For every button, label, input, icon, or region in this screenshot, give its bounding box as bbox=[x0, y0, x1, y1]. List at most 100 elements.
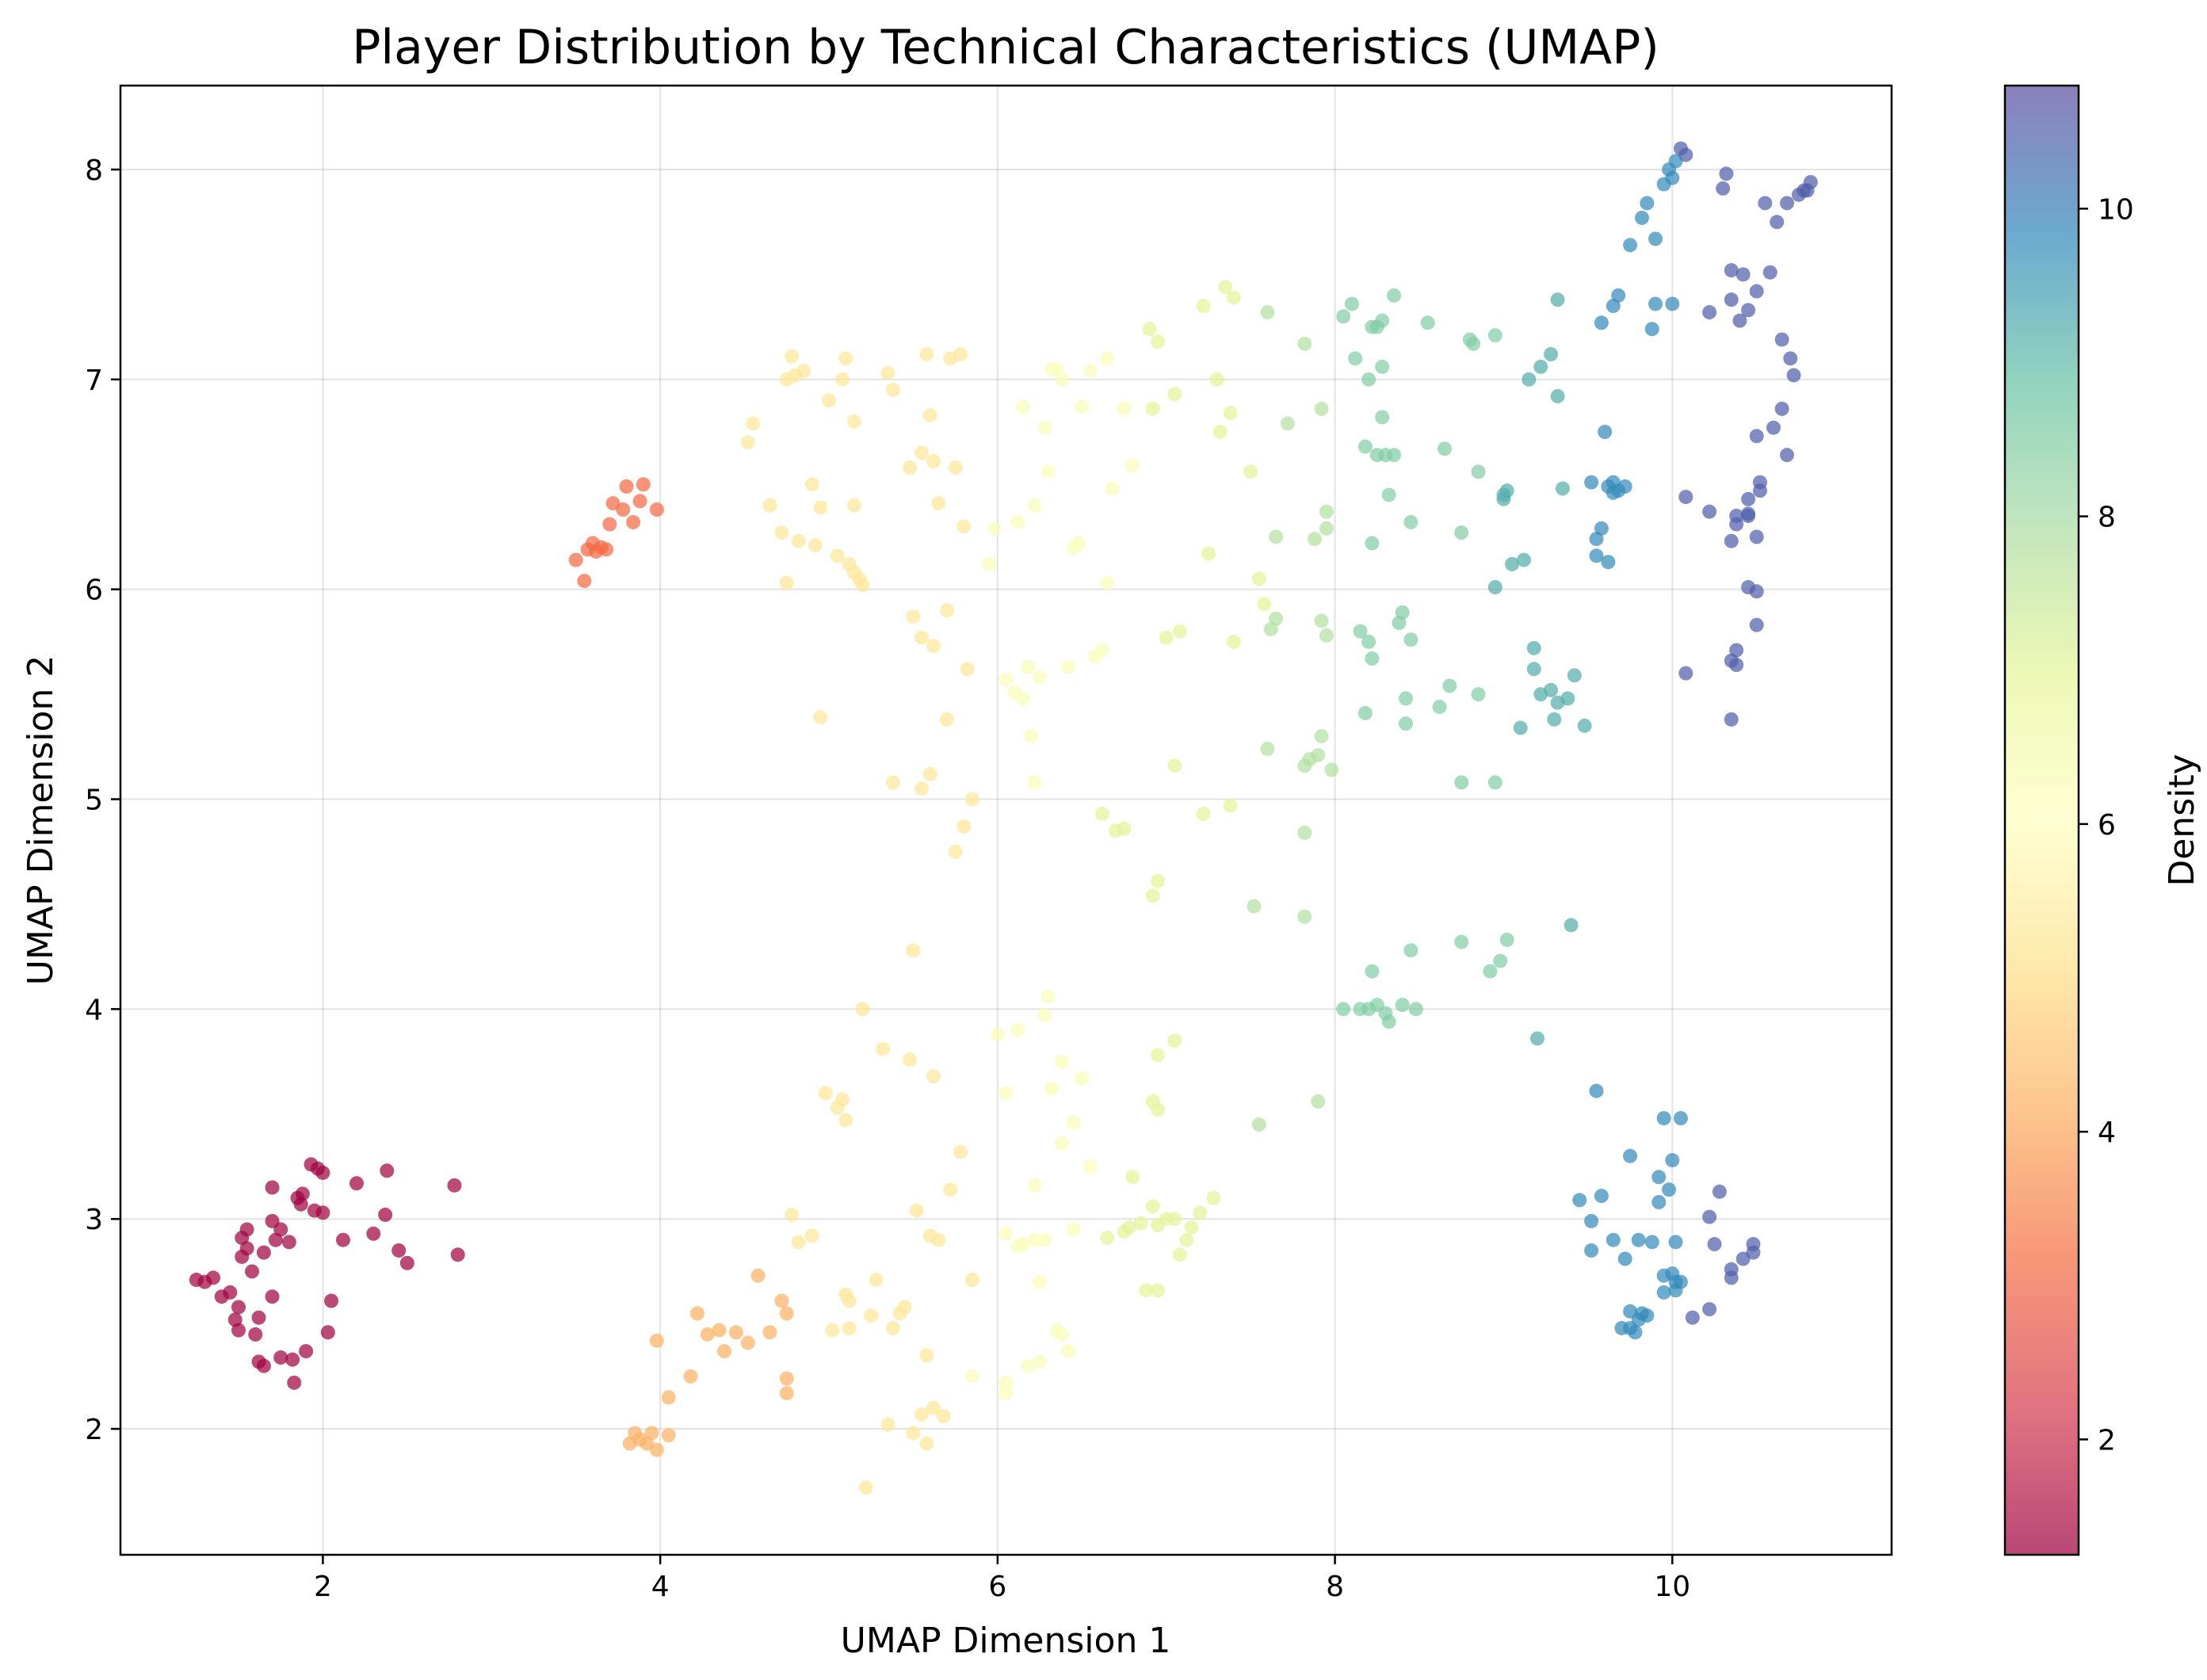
data-point bbox=[906, 943, 921, 958]
y-tick-label: 7 bbox=[85, 365, 103, 397]
data-point bbox=[1780, 448, 1795, 463]
data-point bbox=[1319, 521, 1334, 536]
data-point bbox=[1054, 1327, 1069, 1342]
data-point bbox=[1741, 508, 1756, 523]
data-point bbox=[1381, 487, 1396, 502]
data-point bbox=[926, 639, 941, 654]
data-point bbox=[700, 1327, 715, 1342]
data-point bbox=[1483, 964, 1498, 979]
data-point bbox=[813, 710, 828, 725]
y-axis: 2 3 4 5 6 7 8 bbox=[85, 155, 120, 1446]
data-point bbox=[1365, 536, 1380, 551]
data-point bbox=[1071, 536, 1086, 551]
data-point bbox=[779, 575, 794, 590]
data-point bbox=[998, 1386, 1014, 1401]
data-point bbox=[1668, 1235, 1683, 1250]
data-point bbox=[1040, 989, 1056, 1004]
data-point bbox=[1685, 1310, 1700, 1325]
data-point bbox=[1387, 288, 1402, 303]
data-point bbox=[293, 1197, 308, 1212]
x-tick-label: 10 bbox=[1654, 1571, 1690, 1603]
colorbar-tick-label: 4 bbox=[2098, 1117, 2116, 1149]
data-point bbox=[1353, 624, 1368, 639]
data-point bbox=[616, 502, 631, 517]
data-point bbox=[1172, 624, 1187, 639]
data-point bbox=[649, 1333, 664, 1348]
data-point bbox=[956, 819, 972, 834]
data-point bbox=[1617, 479, 1632, 494]
data-point bbox=[1408, 1002, 1423, 1017]
data-point bbox=[1314, 613, 1329, 628]
data-point bbox=[619, 479, 634, 494]
data-point bbox=[1564, 918, 1579, 933]
data-point bbox=[1623, 1148, 1638, 1163]
data-point bbox=[1297, 825, 1312, 840]
data-point bbox=[649, 1442, 664, 1457]
data-point bbox=[1471, 464, 1486, 479]
data-point bbox=[1027, 1178, 1042, 1193]
data-point bbox=[1454, 934, 1469, 949]
x-axis: 2 4 6 8 10 bbox=[314, 1555, 1690, 1603]
data-point bbox=[1454, 525, 1469, 540]
data-point bbox=[1547, 712, 1562, 727]
data-point bbox=[931, 1232, 946, 1247]
data-point bbox=[1544, 682, 1559, 697]
colorbar-tick-label: 10 bbox=[2098, 193, 2134, 226]
data-point bbox=[1365, 651, 1380, 666]
data-point bbox=[1634, 210, 1649, 225]
data-point bbox=[1375, 359, 1390, 374]
data-point bbox=[830, 548, 845, 563]
data-point bbox=[1702, 1209, 1717, 1224]
data-point bbox=[1054, 1136, 1069, 1151]
data-point bbox=[1466, 336, 1481, 351]
data-point bbox=[880, 365, 895, 380]
data-point bbox=[1260, 305, 1275, 320]
data-point bbox=[1054, 1054, 1069, 1069]
data-point bbox=[1648, 296, 1663, 311]
data-point bbox=[864, 1308, 879, 1323]
data-point bbox=[1749, 617, 1764, 632]
data-point bbox=[1021, 659, 1036, 674]
data-point bbox=[1749, 584, 1764, 599]
data-point bbox=[1724, 1262, 1739, 1277]
data-point bbox=[1398, 691, 1413, 706]
data-point bbox=[998, 1375, 1014, 1390]
data-point bbox=[1774, 332, 1789, 347]
data-point bbox=[1125, 1170, 1140, 1185]
data-point bbox=[998, 672, 1014, 687]
data-point bbox=[245, 1264, 260, 1279]
data-point bbox=[1752, 483, 1767, 498]
data-point bbox=[1167, 1212, 1182, 1227]
y-tick-label: 6 bbox=[85, 575, 103, 607]
data-point bbox=[931, 496, 946, 511]
colorbar-tick-label: 8 bbox=[2098, 502, 2116, 534]
data-point bbox=[953, 1144, 968, 1159]
y-tick-label: 2 bbox=[85, 1414, 103, 1446]
data-point bbox=[1522, 372, 1537, 387]
data-point bbox=[1770, 215, 1785, 230]
data-point bbox=[791, 533, 806, 548]
data-point bbox=[1550, 292, 1565, 307]
data-point bbox=[785, 1207, 800, 1222]
data-point bbox=[897, 1300, 912, 1315]
data-point bbox=[1678, 147, 1693, 162]
data-point bbox=[922, 766, 937, 781]
data-point bbox=[1319, 504, 1334, 519]
data-point bbox=[1395, 998, 1410, 1013]
data-point bbox=[1732, 313, 1747, 328]
data-point bbox=[842, 1293, 857, 1308]
data-point bbox=[835, 1092, 850, 1107]
data-point bbox=[808, 538, 823, 553]
data-point bbox=[378, 1207, 393, 1222]
data-point bbox=[256, 1358, 271, 1373]
data-point bbox=[568, 552, 583, 567]
data-point bbox=[1375, 410, 1390, 425]
data-point bbox=[919, 347, 934, 362]
data-point bbox=[914, 781, 930, 796]
data-point bbox=[926, 454, 941, 469]
data-point bbox=[1724, 533, 1739, 548]
data-point bbox=[1533, 359, 1548, 374]
data-point bbox=[1640, 1308, 1655, 1323]
data-point bbox=[813, 500, 828, 515]
data-point bbox=[1442, 678, 1457, 693]
